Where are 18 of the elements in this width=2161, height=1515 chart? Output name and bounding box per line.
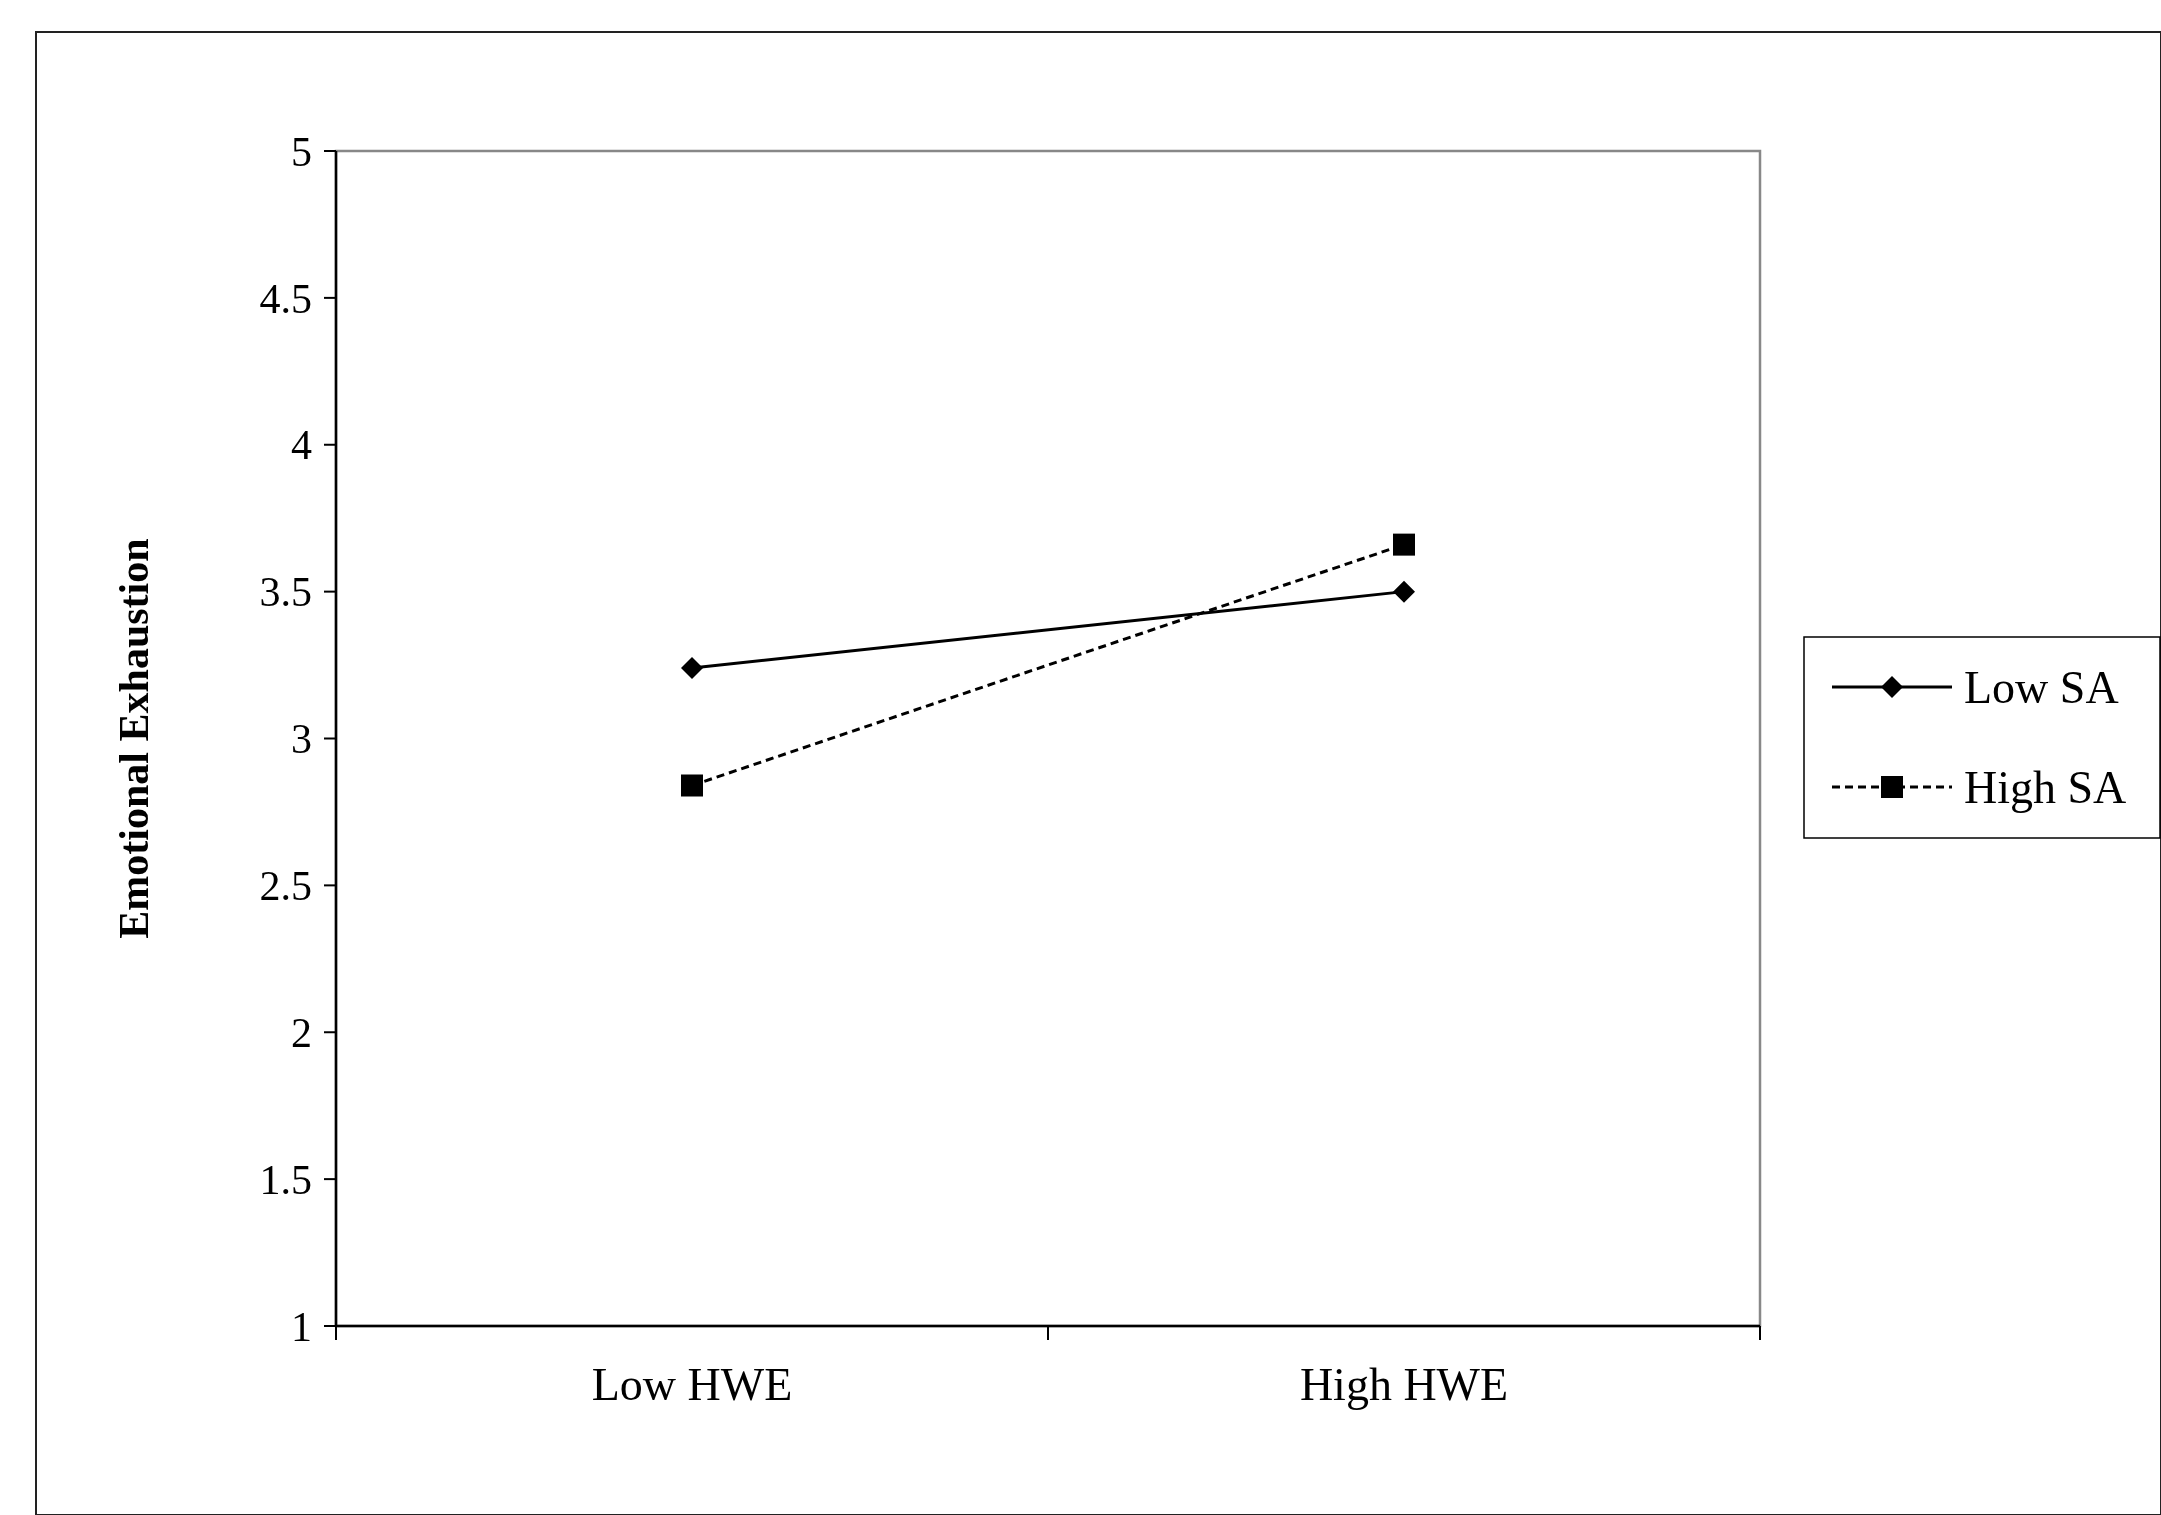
legend-label: High SA [1964,762,2127,814]
x-tick-label: Low HWE [591,1359,793,1410]
y-tick-label: 3.5 [259,569,312,616]
point [681,657,703,679]
y-tick-label: 3 [291,716,312,763]
x-tick-label: High HWE [1299,1359,1509,1410]
point [681,774,703,797]
y-axis-title: Emotional Exhaustion [111,538,157,939]
y-tick-label: 5 [291,128,312,175]
y-tick-label: 1 [291,1303,312,1350]
y-tick-label: 2 [291,1009,312,1056]
point [1393,533,1415,556]
point [1393,580,1415,603]
y-tick-label: 4.5 [259,275,312,322]
legend-label: Low SA [1964,662,2119,714]
y-tick-label: 1.5 [259,1156,312,1203]
y-tick-label: 2.5 [259,863,312,910]
y-tick-label: 4 [291,422,312,469]
